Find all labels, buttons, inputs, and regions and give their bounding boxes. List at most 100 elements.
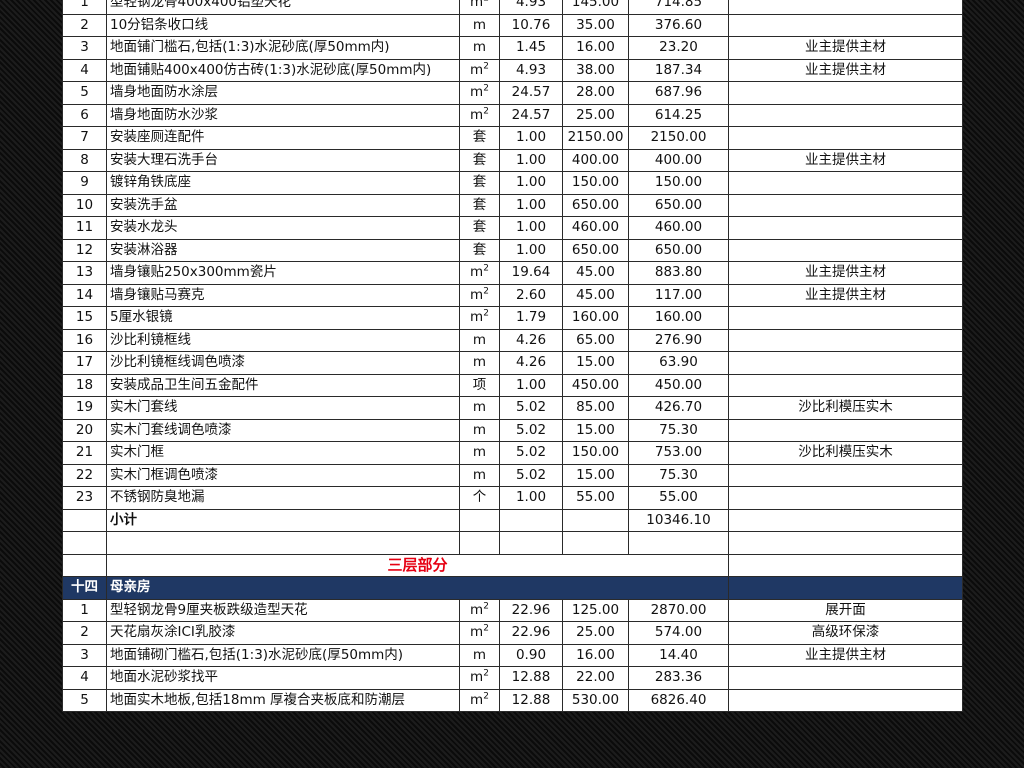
item-index: 10 [62, 193, 107, 217]
item-unit: m [459, 36, 500, 60]
item-amount: 650.00 [628, 238, 729, 262]
table-row: 15 5厘水银镜 m2 1.79 160.00 160.00 [62, 306, 963, 330]
table-row: 14 墙身镶贴马赛克 m2 2.60 45.00 117.00 业主提供主材 [62, 283, 963, 307]
item-unit: m [459, 351, 500, 375]
item-quantity: 0.90 [499, 643, 563, 667]
item-name: 地面铺门槛石,包括(1:3)水泥砂底(厚50mm内) [106, 36, 460, 60]
item-amount: 376.60 [628, 13, 729, 37]
item-name: 墙身地面防水涂层 [106, 81, 460, 105]
item-remark: 沙比利模压实木 [728, 396, 963, 420]
item-unit: m [459, 418, 500, 442]
item-unit: m2 [459, 283, 500, 307]
table-row: 6 墙身地面防水沙浆 m2 24.57 25.00 614.25 [62, 103, 963, 127]
item-index: 6 [62, 103, 107, 127]
item-name: 墙身镶贴250x300mm瓷片 [106, 261, 460, 285]
item-unit-price: 45.00 [562, 261, 629, 285]
item-name: 墙身地面防水沙浆 [106, 103, 460, 127]
item-unit-price: 38.00 [562, 58, 629, 82]
item-unit: 套 [459, 126, 500, 150]
item-index: 11 [62, 216, 107, 240]
item-index: 15 [62, 306, 107, 330]
item-amount: 63.90 [628, 351, 729, 375]
empty-cell [62, 508, 107, 532]
item-name: 型轻钢龙骨400x400铝塑天花 [106, 0, 460, 15]
item-unit: m [459, 643, 500, 667]
item-quantity: 4.26 [499, 328, 563, 352]
table-row: 13 墙身镶贴250x300mm瓷片 m2 19.64 45.00 883.80 业主提供主… [62, 261, 963, 285]
item-quantity: 1.00 [499, 171, 563, 195]
item-unit-price: 35.00 [562, 13, 629, 37]
item-name: 实木门框 [106, 441, 460, 465]
item-amount: 753.00 [628, 441, 729, 465]
item-unit-price: 15.00 [562, 463, 629, 487]
item-amount: 23.20 [628, 36, 729, 60]
table-row: 12 安装淋浴器套 1.00 650.00 650.00 [62, 238, 963, 262]
empty-cell [562, 531, 629, 555]
item-remark: 业主提供主材 [728, 643, 963, 667]
empty-cell [62, 553, 107, 577]
item-amount: 117.00 [628, 283, 729, 307]
item-unit-price: 530.00 [562, 688, 629, 712]
item-remark [728, 103, 963, 127]
item-unit-price: 145.00 [562, 0, 629, 15]
table-row: 4 地面水泥砂浆找平 m2 12.88 22.00 283.36 [62, 666, 963, 690]
item-remark: 业主提供主材 [728, 261, 963, 285]
table-row: 16 沙比利镜框线 m 4.26 65.00 276.90 [62, 328, 963, 352]
item-amount: 75.30 [628, 463, 729, 487]
item-unit-price: 150.00 [562, 441, 629, 465]
item-remark: 沙比利模压实木 [728, 441, 963, 465]
item-remark: 业主提供主材 [728, 148, 963, 172]
empty-cell [728, 531, 963, 555]
item-unit-price: 160.00 [562, 306, 629, 330]
item-amount: 650.00 [628, 193, 729, 217]
item-quantity: 4.93 [499, 58, 563, 82]
item-unit: m [459, 328, 500, 352]
item-amount: 714.85 [628, 0, 729, 15]
item-unit-price: 650.00 [562, 238, 629, 262]
item-index: 1 [62, 0, 107, 15]
item-unit-price: 16.00 [562, 643, 629, 667]
table-row: 10 安装洗手盆套 1.00 650.00 650.00 [62, 193, 963, 217]
table-row: 23 不锈钢防臭地漏个 1.00 55.00 55.00 [62, 486, 963, 510]
item-unit-price: 85.00 [562, 396, 629, 420]
item-index: 18 [62, 373, 107, 397]
item-quantity: 10.76 [499, 13, 563, 37]
table-row: 21 实木门框 m 5.02 150.00 753.00 沙比利模压实木 [62, 441, 963, 465]
item-index: 20 [62, 418, 107, 442]
item-unit-price: 25.00 [562, 103, 629, 127]
item-index: 4 [62, 58, 107, 82]
table-row: 8 安装大理石洗手台套 1.00 400.00 400.00 业主提供主材 [62, 148, 963, 172]
item-quantity: 1.00 [499, 126, 563, 150]
item-unit-price: 45.00 [562, 283, 629, 307]
item-amount: 160.00 [628, 306, 729, 330]
item-unit: m [459, 441, 500, 465]
item-quantity: 5.02 [499, 441, 563, 465]
table-row: 1 型轻钢龙骨9厘夹板跌级造型天花 m2 22.96 125.00 2870.00 展开面 [62, 598, 963, 622]
item-unit: 套 [459, 238, 500, 262]
item-unit: m [459, 396, 500, 420]
item-unit: 套 [459, 193, 500, 217]
table-row: 20 实木门套线调色喷漆 m 5.02 15.00 75.30 [62, 418, 963, 442]
item-index: 8 [62, 148, 107, 172]
item-name: 10分铝条收口线 [106, 13, 460, 37]
item-amount: 883.80 [628, 261, 729, 285]
table-row: 5 地面实木地板,包括18mm 厚複合夹板底和防潮层 m2 12.88 530.00 68… [62, 688, 963, 712]
item-index: 1 [62, 598, 107, 622]
section-row: 三层部分 [62, 553, 963, 577]
empty-cell [628, 531, 729, 555]
item-index: 17 [62, 351, 107, 375]
subtotal-row: 小计 10346.10 [62, 508, 963, 532]
item-remark: 高级环保漆 [728, 621, 963, 645]
item-remark: 业主提供主材 [728, 58, 963, 82]
item-amount: 614.25 [628, 103, 729, 127]
item-quantity: 5.02 [499, 396, 563, 420]
item-remark [728, 171, 963, 195]
item-index: 4 [62, 666, 107, 690]
item-index: 2 [62, 621, 107, 645]
item-index: 2 [62, 13, 107, 37]
item-unit: m2 [459, 621, 500, 645]
item-name: 实木门框调色喷漆 [106, 463, 460, 487]
item-remark [728, 463, 963, 487]
item-name: 型轻钢龙骨9厘夹板跌级造型天花 [106, 598, 460, 622]
